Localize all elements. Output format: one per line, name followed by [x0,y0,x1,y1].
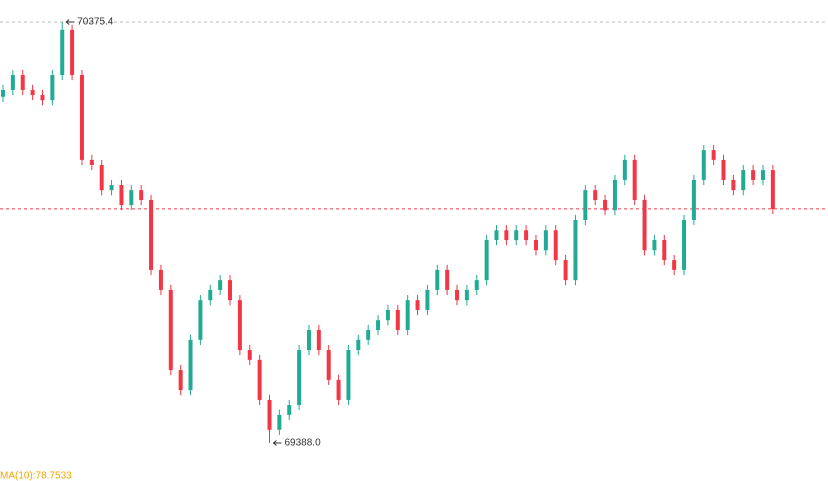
candle-body [198,300,203,340]
candle-body [50,75,55,101]
candle-body [277,414,282,430]
candle-body [425,289,430,310]
candle-body [346,350,351,400]
candle-body [139,190,144,200]
candle-body [257,359,262,400]
candle-body [721,159,726,180]
candle-body [583,190,588,221]
candle-body [336,379,341,400]
candle-body [109,185,114,191]
candle-body [316,330,321,351]
candle-body [326,350,331,380]
candle-body [247,350,252,360]
candle-body [484,240,489,281]
candle-body [474,280,479,290]
candle-body [464,289,469,301]
candle-body [218,280,223,290]
candle-body [376,320,381,331]
candle-body [622,159,627,180]
candle-body [208,289,213,301]
candle-body [445,269,450,290]
candle-body [149,199,154,270]
candle-body [652,240,657,251]
candle-body [682,220,687,270]
candle-body [405,300,410,331]
indicator-label: MA(10):78.7533 [0,471,72,481]
candle-body [455,289,460,301]
candle-body [504,230,509,241]
candle-body [366,330,371,340]
candle-body [168,289,173,371]
annotation-label: 70375.4 [77,17,114,28]
candle-body [99,165,104,191]
candle-body [40,95,45,101]
candle-body [524,230,529,241]
candle-body [701,150,706,180]
candle-body [760,170,765,180]
candle-body [435,269,440,290]
candle-body [494,230,499,241]
candle-body [1,89,5,97]
candle-body [119,185,124,206]
candle-body [60,29,65,76]
candle-body [741,170,746,191]
candle-body [70,29,75,76]
candle-body [533,240,538,251]
candle-body [158,269,163,290]
candle-body [20,75,25,90]
candle-body [385,309,390,321]
candle-body [267,399,272,430]
candle-body [79,75,84,160]
candle-body [563,260,568,281]
candle-body [297,350,302,406]
annotation-arrow [272,440,282,446]
candle-body [89,159,94,166]
annotation-arrow [65,19,75,25]
candle-body [691,179,696,221]
candle-body [228,280,233,301]
candle-body [129,190,134,206]
candle-body [642,199,647,251]
candle-body [632,159,637,200]
candle-body [514,230,519,241]
candle-body [612,179,617,211]
candle-body [662,240,667,261]
candle-body [770,170,775,209]
candle-body [751,170,756,180]
candle-body [593,190,598,200]
candle-body [553,230,558,261]
candle-body [287,405,292,415]
candle-body [356,339,361,351]
candle-body [711,150,716,160]
candle-body [573,220,578,281]
annotation-label: 69388.0 [284,438,321,449]
candle-body [672,260,677,270]
candle-body [188,339,193,391]
candle-body [237,300,242,351]
candle-body [731,179,736,191]
candle-body [395,309,400,331]
candle-body [10,75,15,90]
candle-body [178,370,183,391]
candle-body [306,330,311,351]
candle-body [603,199,608,211]
candle-body [30,89,35,96]
candle-body [415,300,420,310]
candle-body [543,230,548,251]
